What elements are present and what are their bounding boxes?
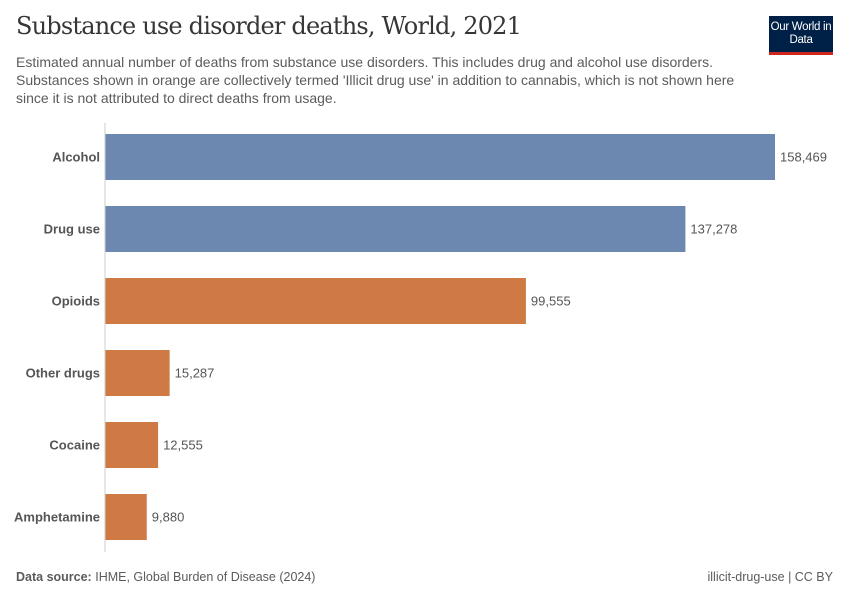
- value-label: 9,880: [152, 510, 185, 525]
- value-label: 99,555: [531, 294, 571, 309]
- value-label: 15,287: [175, 366, 215, 381]
- bar-alcohol[interactable]: [105, 134, 775, 180]
- data-source: Data source: IHME, Global Burden of Dise…: [16, 570, 315, 584]
- value-label: 137,278: [690, 222, 737, 237]
- value-label: 12,555: [163, 438, 203, 453]
- category-label: Other drugs: [26, 366, 100, 381]
- bar-opioids[interactable]: [105, 278, 526, 324]
- bar-cocaine[interactable]: [105, 422, 159, 468]
- category-label: Drug use: [44, 222, 100, 237]
- source-text[interactable]: IHME, Global Burden of Disease (2024): [95, 570, 316, 584]
- license[interactable]: illicit-drug-use | CC BY: [707, 570, 833, 584]
- bar-amphetamine[interactable]: [105, 494, 147, 540]
- bar-chart: Alcohol 158,469 Drug use 137,278 Opioids 99,5…: [14, 123, 827, 552]
- chart-title: Substance use disorder deaths, World, 20…: [16, 12, 522, 40]
- category-label: Opioids: [52, 294, 100, 309]
- bar-other-drugs[interactable]: [105, 350, 170, 396]
- category-label: Alcohol: [52, 150, 100, 165]
- chart-subtitle: Estimated annual number of deaths from s…: [16, 54, 735, 106]
- category-label: Amphetamine: [14, 510, 100, 525]
- source-label: Data source:: [16, 570, 92, 584]
- bar-drug-use[interactable]: [105, 206, 686, 252]
- owid-logo[interactable]: Our World in Data: [769, 16, 833, 55]
- category-label: Cocaine: [49, 438, 100, 453]
- value-label: 158,469: [780, 150, 827, 165]
